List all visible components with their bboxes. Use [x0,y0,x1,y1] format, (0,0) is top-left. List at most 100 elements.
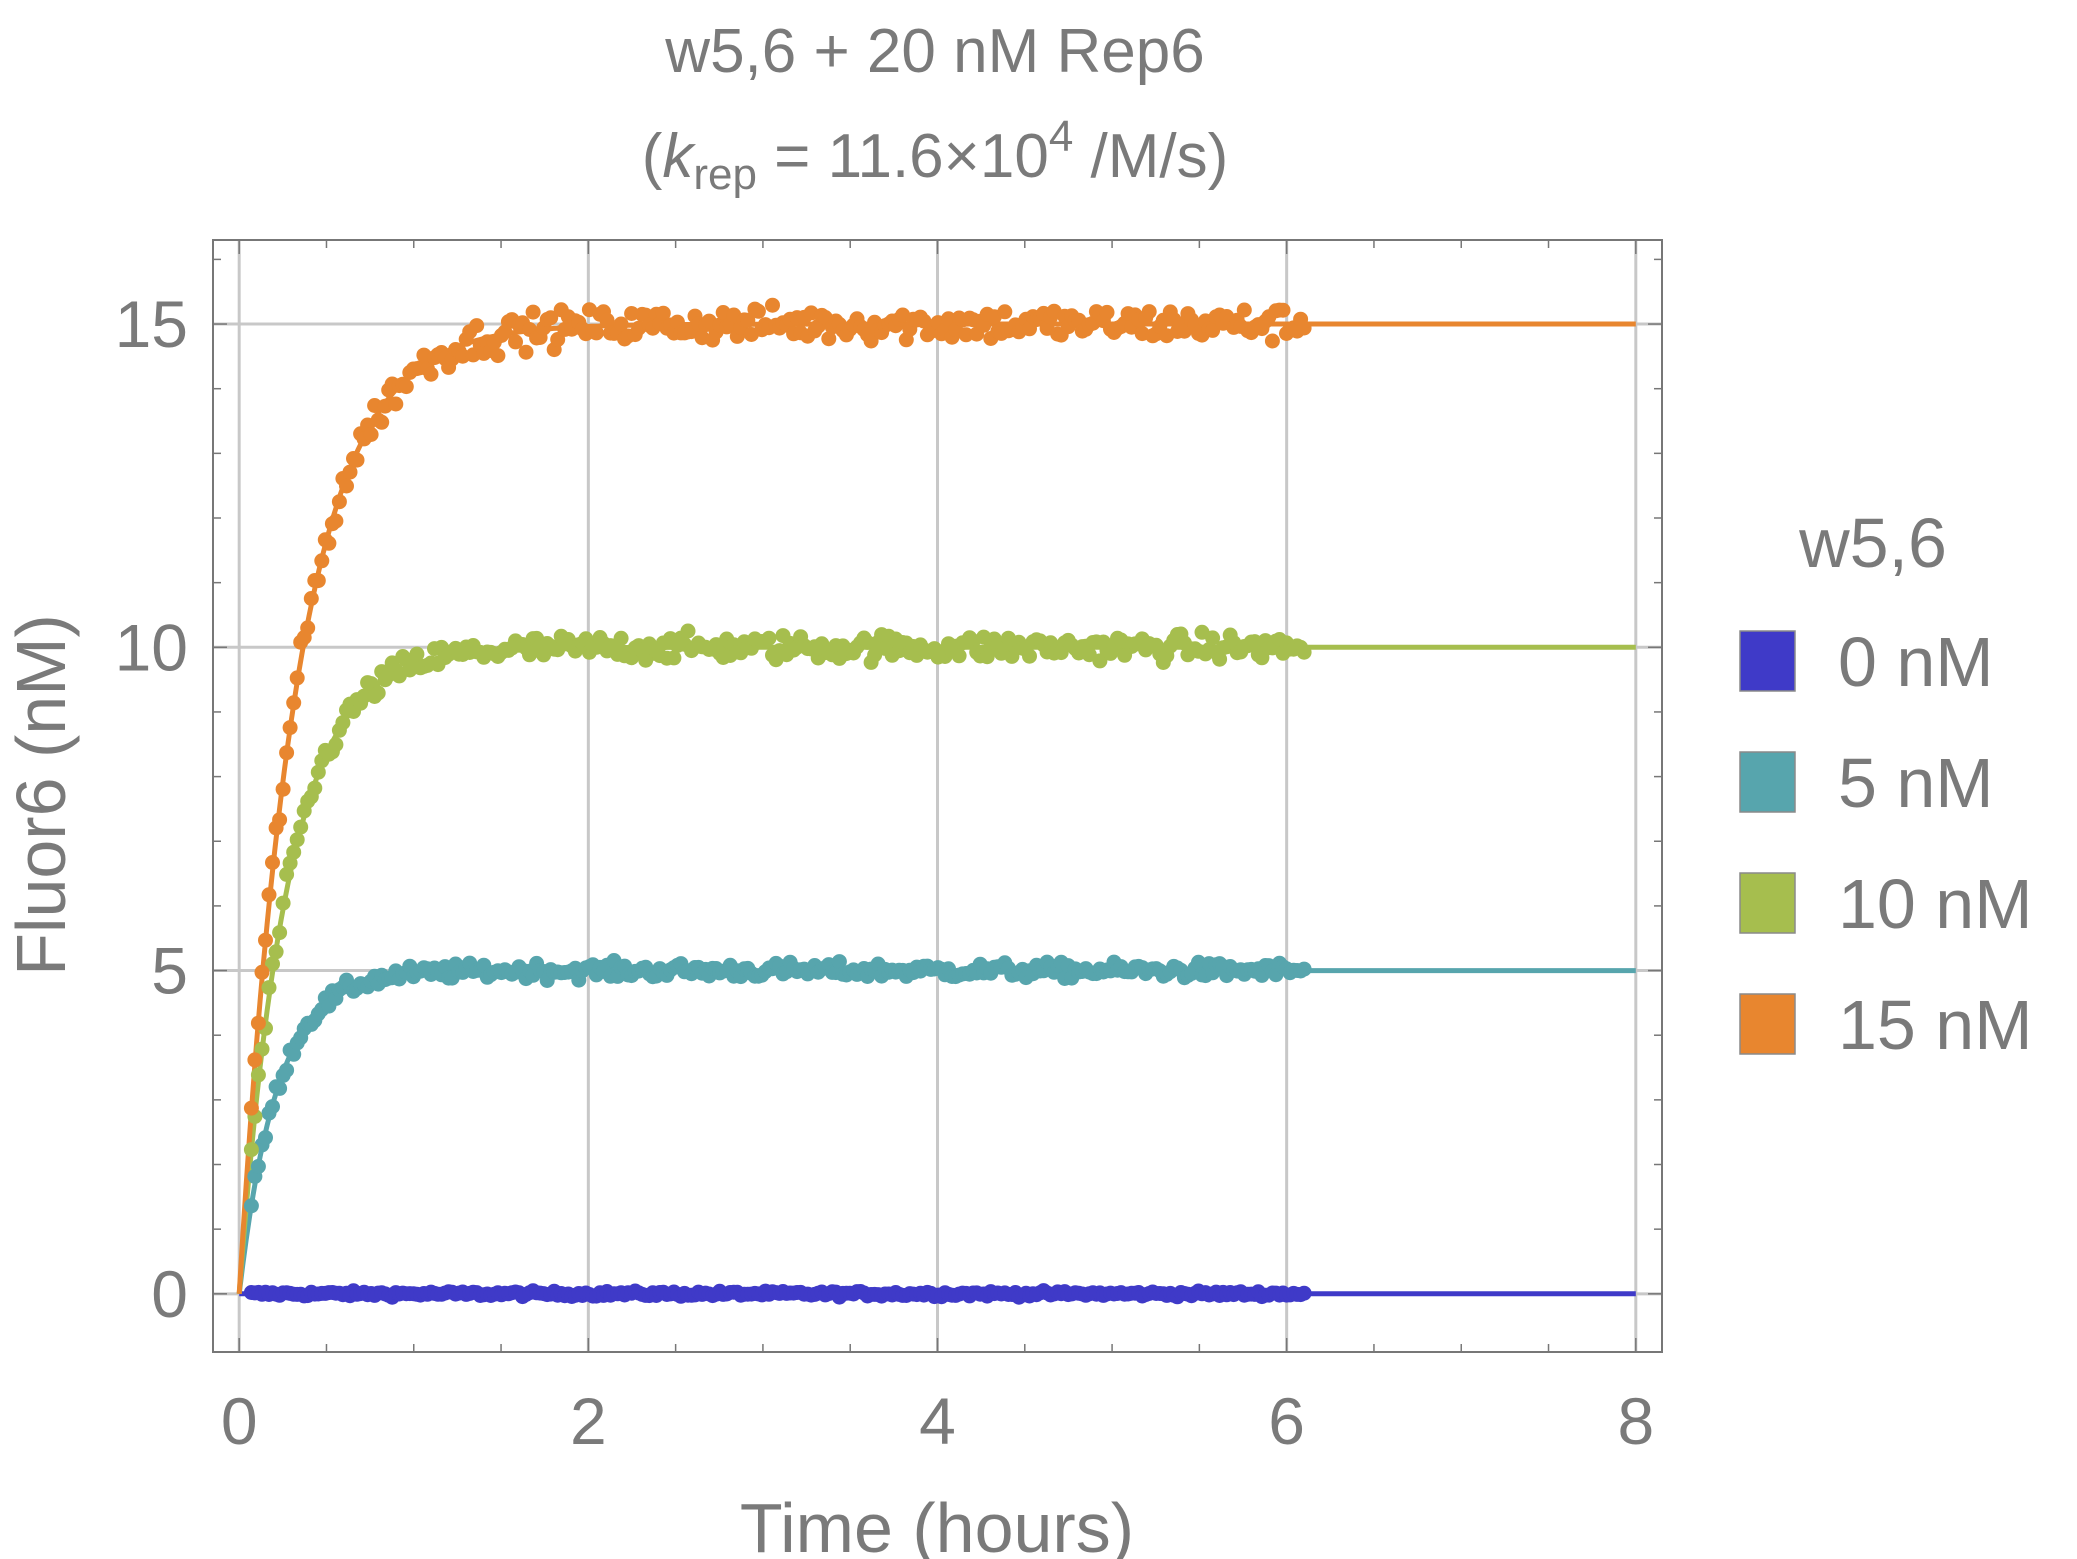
data-point [613,630,629,646]
data-point [1296,961,1312,977]
legend-label: 15 nM [1838,986,2033,1064]
y-tick-label: 0 [151,1257,188,1331]
data-point [335,715,351,731]
data-point [666,650,682,666]
data-point [508,334,523,350]
data-point [250,1067,266,1083]
data-points [243,297,1312,1305]
data-point [265,956,280,972]
data-point [490,348,506,364]
y-tick-label: 10 [115,610,188,684]
chart-title: w5,6 + 20 nM Rep6 [664,17,1204,86]
x-tick-label: 4 [919,1384,956,1458]
data-point [286,695,302,711]
data-point [289,832,305,848]
data-point [1022,648,1037,664]
data-point [1275,302,1291,318]
data-point [1099,304,1115,320]
data-point [289,670,305,686]
data-point [423,366,439,382]
data-point [265,1099,280,1115]
data-point [265,855,280,870]
legend-label: 10 nM [1838,865,2033,943]
data-point [1264,333,1280,349]
y-tick-label: 5 [151,934,188,1008]
data-point [469,318,485,334]
data-point [367,398,383,413]
data-point [363,427,379,442]
data-point [740,312,756,328]
data-point [599,312,615,328]
data-point [279,1062,295,1078]
data-point [300,620,316,636]
data-point [331,494,347,510]
legend-swatch [1739,872,1796,934]
data-point [356,688,372,704]
y-tick-label: 15 [115,287,188,361]
y-tick-labels: 0 5 10 15 [115,287,188,1331]
y-axis-label: Fluor6 (nM) [2,614,80,976]
data-point [588,325,604,341]
x-tick-label: 2 [570,1384,607,1458]
data-point [272,812,288,828]
legend-title: w5,6 [1798,504,1947,582]
data-point [388,396,404,412]
x-tick-label: 6 [1268,1384,1305,1458]
data-point [272,1080,288,1096]
data-point [275,895,291,911]
data-point [831,954,847,970]
data-point [613,316,629,332]
data-point [258,932,273,948]
data-point [339,478,354,494]
data-point [655,305,671,321]
data-point [254,1041,270,1057]
data-point [349,452,365,468]
data-point [243,1198,259,1214]
data-point [821,331,837,347]
data-point [286,1046,302,1062]
data-point [1296,644,1312,660]
data-point [518,344,534,360]
data-point [310,573,326,589]
x-tick-label: 8 [1617,1384,1654,1458]
data-point [398,379,414,395]
data-point [374,414,390,430]
data-point [293,819,309,835]
data-point [1236,302,1252,318]
data-point [1296,1285,1312,1301]
data-point [409,646,425,662]
data-point [342,464,358,480]
data-point [1205,630,1221,646]
data-point [303,591,319,606]
data-point [286,844,302,860]
data-point [543,310,559,326]
data-point [314,553,330,569]
data-point [279,745,295,761]
legend-swatch [1739,751,1796,813]
data-point [243,1100,259,1116]
legend-swatch [1739,630,1796,692]
data-point [261,980,277,996]
grid-lines [213,240,1662,1352]
data-point [997,304,1013,320]
data-point [328,737,344,753]
data-point [765,297,780,313]
x-axis-label: Time (hours) [740,1489,1134,1559]
data-point [279,866,295,882]
data-point [258,1130,273,1146]
data-point [863,333,879,349]
data-point [268,944,284,960]
data-point [247,1052,263,1068]
legend-label: 0 nM [1838,623,1994,701]
data-point [522,647,537,663]
data-point [1205,322,1221,338]
data-point [250,1158,266,1174]
data-point [321,535,337,551]
x-tick-labels: 0 2 4 6 8 [221,1384,1654,1458]
data-point [951,648,967,664]
legend-label: 5 nM [1838,744,1994,822]
data-point [307,780,323,796]
data-point [275,781,291,797]
legend: w5,6 0 nM 5 nM 10 nM 15 nM [1739,504,2033,1064]
